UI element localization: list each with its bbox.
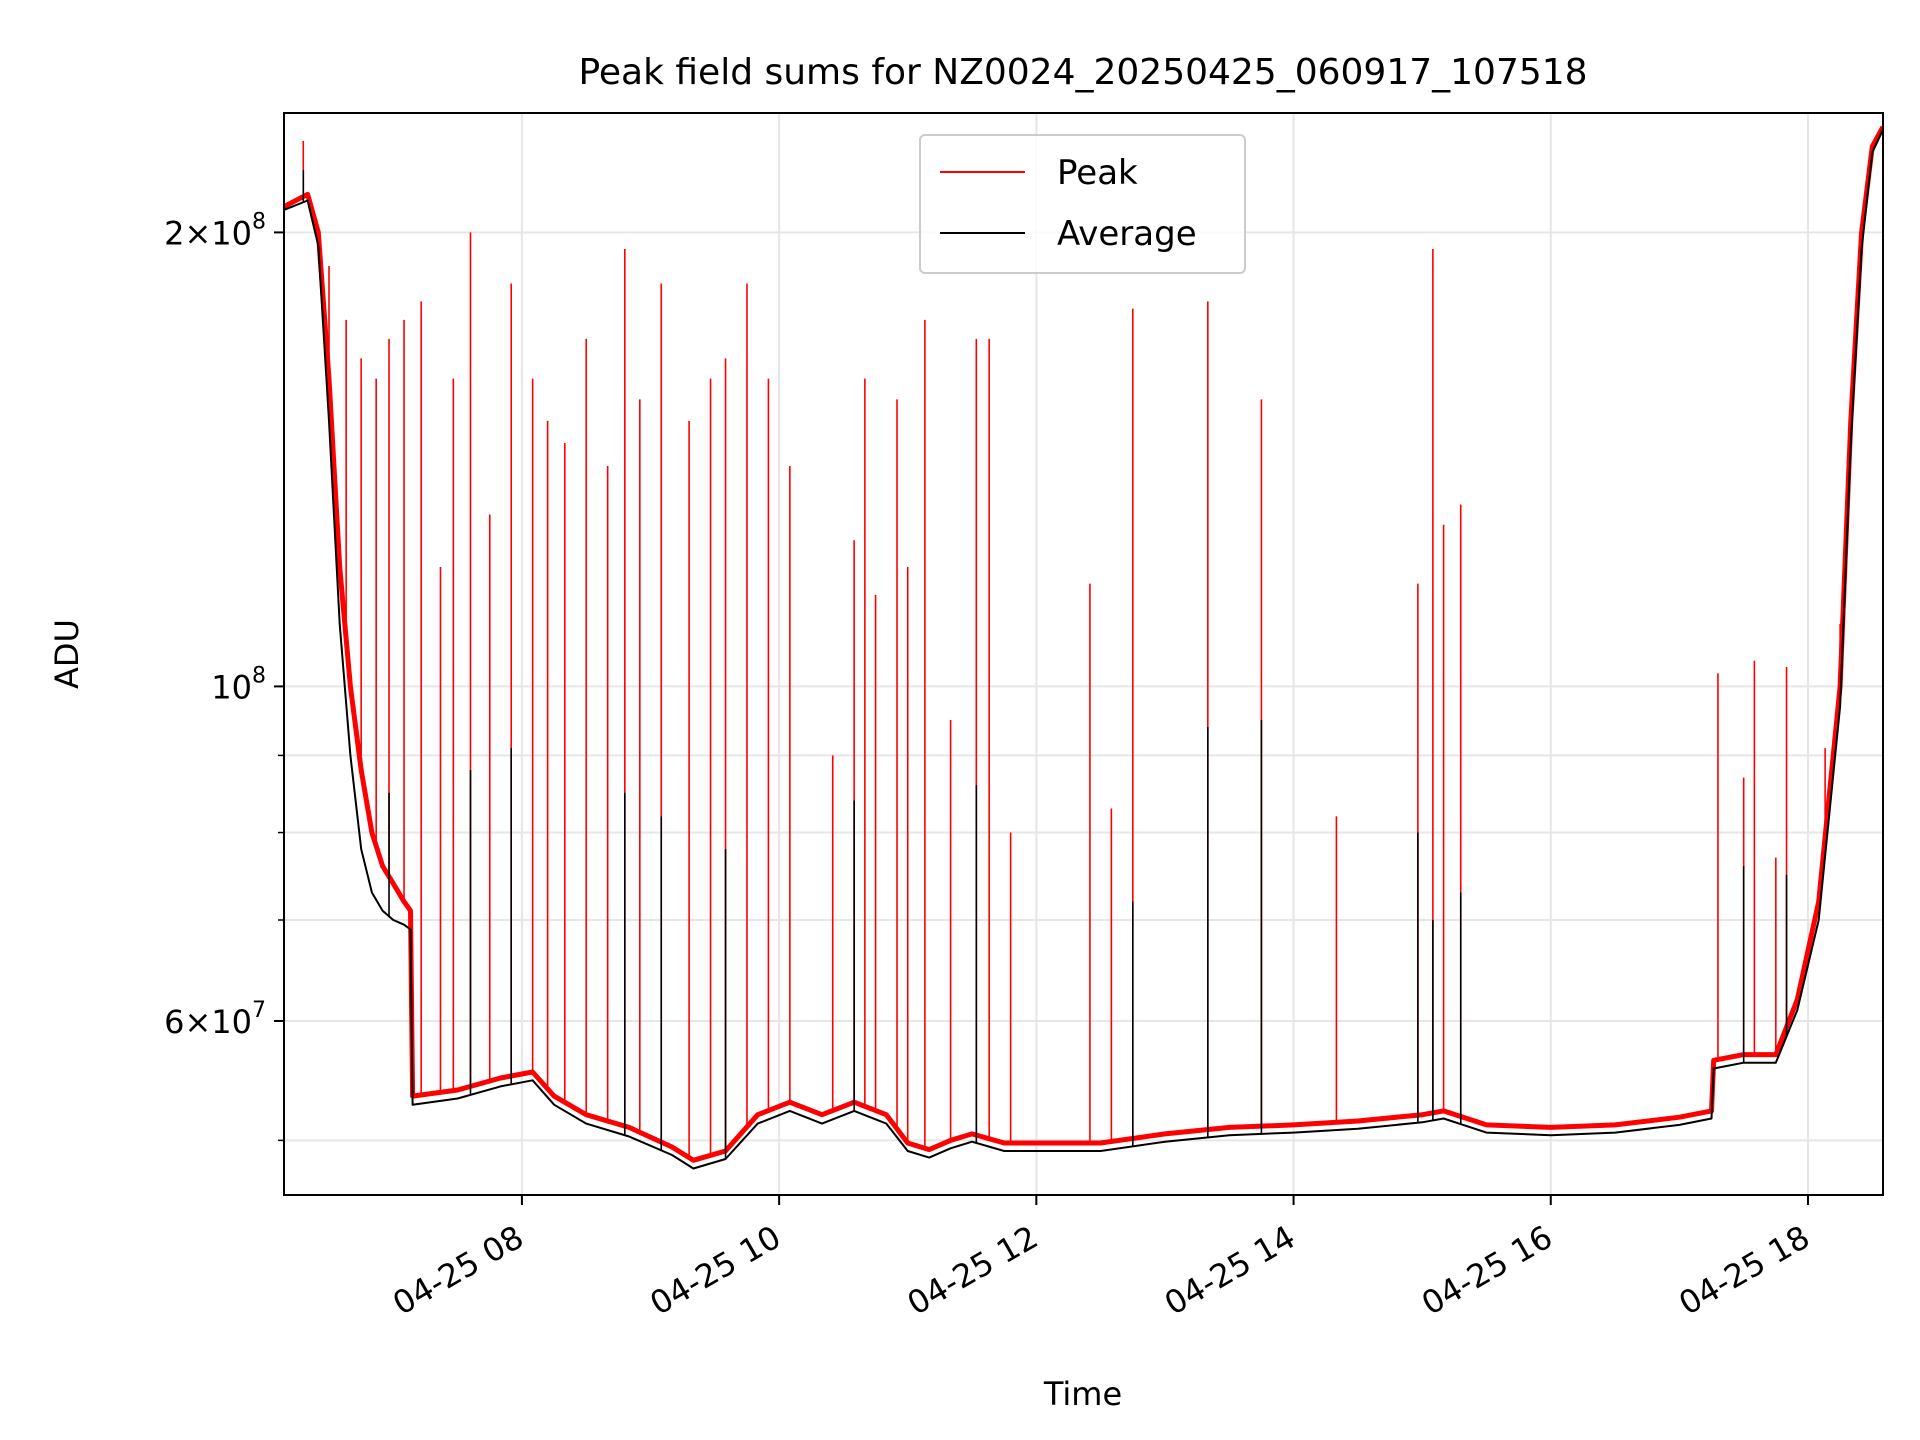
x-axis-label: Time <box>1043 1375 1122 1413</box>
legend-label-peak: Peak <box>1057 153 1138 193</box>
chart-title: Peak field sums for NZ0024_20250425_0609… <box>578 52 1587 93</box>
legend: Peak Average <box>919 134 1246 274</box>
grid-lines <box>284 113 1883 1195</box>
plot-frame <box>283 112 1884 1196</box>
y-axis-label: ADU <box>48 619 86 689</box>
legend-label-average: Average <box>1057 214 1197 254</box>
series-average <box>284 129 1883 1170</box>
series-layer <box>284 125 1883 1170</box>
y-tick-label: 2×108 <box>164 209 266 252</box>
series-line-average <box>284 129 1883 1170</box>
legend-box <box>919 134 1246 274</box>
y-tick-label: 6×107 <box>164 998 266 1041</box>
y-tick-label: 108 <box>211 663 266 706</box>
y-axis: 6×107 108 2×108 <box>164 209 284 1142</box>
